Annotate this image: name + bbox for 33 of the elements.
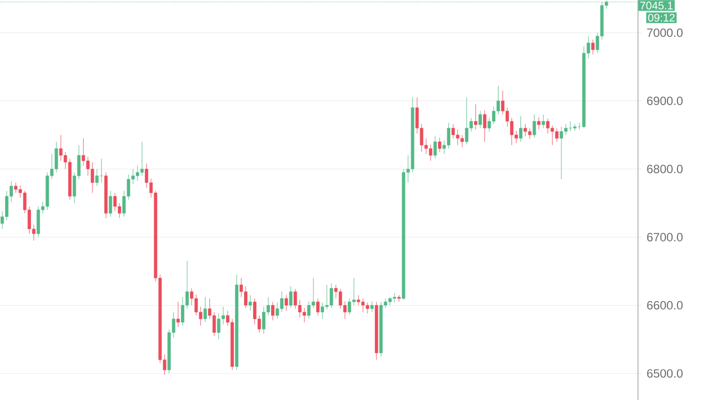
candlestick <box>438 137 442 152</box>
candlestick <box>591 39 595 55</box>
candlestick <box>289 286 292 308</box>
ref-line-label: 7045.1 <box>640 2 673 10</box>
candlestick <box>176 302 180 328</box>
candlestick <box>108 190 112 217</box>
text: 09:12 <box>648 14 675 22</box>
y-tick-label: 7000.0 <box>647 28 683 37</box>
candlestick <box>271 302 274 321</box>
candlestick <box>519 116 522 142</box>
candlestick <box>316 298 320 316</box>
y-tick-label: 6600.0 <box>647 301 683 310</box>
candlestick <box>532 114 536 138</box>
candlestick <box>433 136 437 160</box>
y-tick-label: 6900.0 <box>647 96 683 106</box>
candlestick <box>428 144 432 162</box>
candlestick <box>397 294 401 302</box>
candlestick <box>95 168 99 186</box>
y-tick-label: 6700.0 <box>647 232 683 242</box>
candlestick <box>370 300 374 312</box>
candlestick <box>248 294 252 311</box>
candlestick <box>320 302 324 320</box>
candlestick <box>284 294 288 311</box>
candlestick <box>483 110 486 142</box>
candlestick <box>478 110 482 128</box>
candlestick <box>474 104 478 130</box>
candlestick <box>542 114 545 128</box>
candlestick <box>537 116 540 130</box>
candlestick <box>59 134 63 162</box>
candlestick <box>82 138 86 166</box>
candlestick <box>204 296 207 323</box>
y-tick-label: 6800.0 <box>647 164 683 174</box>
y-tick-label: 6500.0 <box>647 369 683 378</box>
